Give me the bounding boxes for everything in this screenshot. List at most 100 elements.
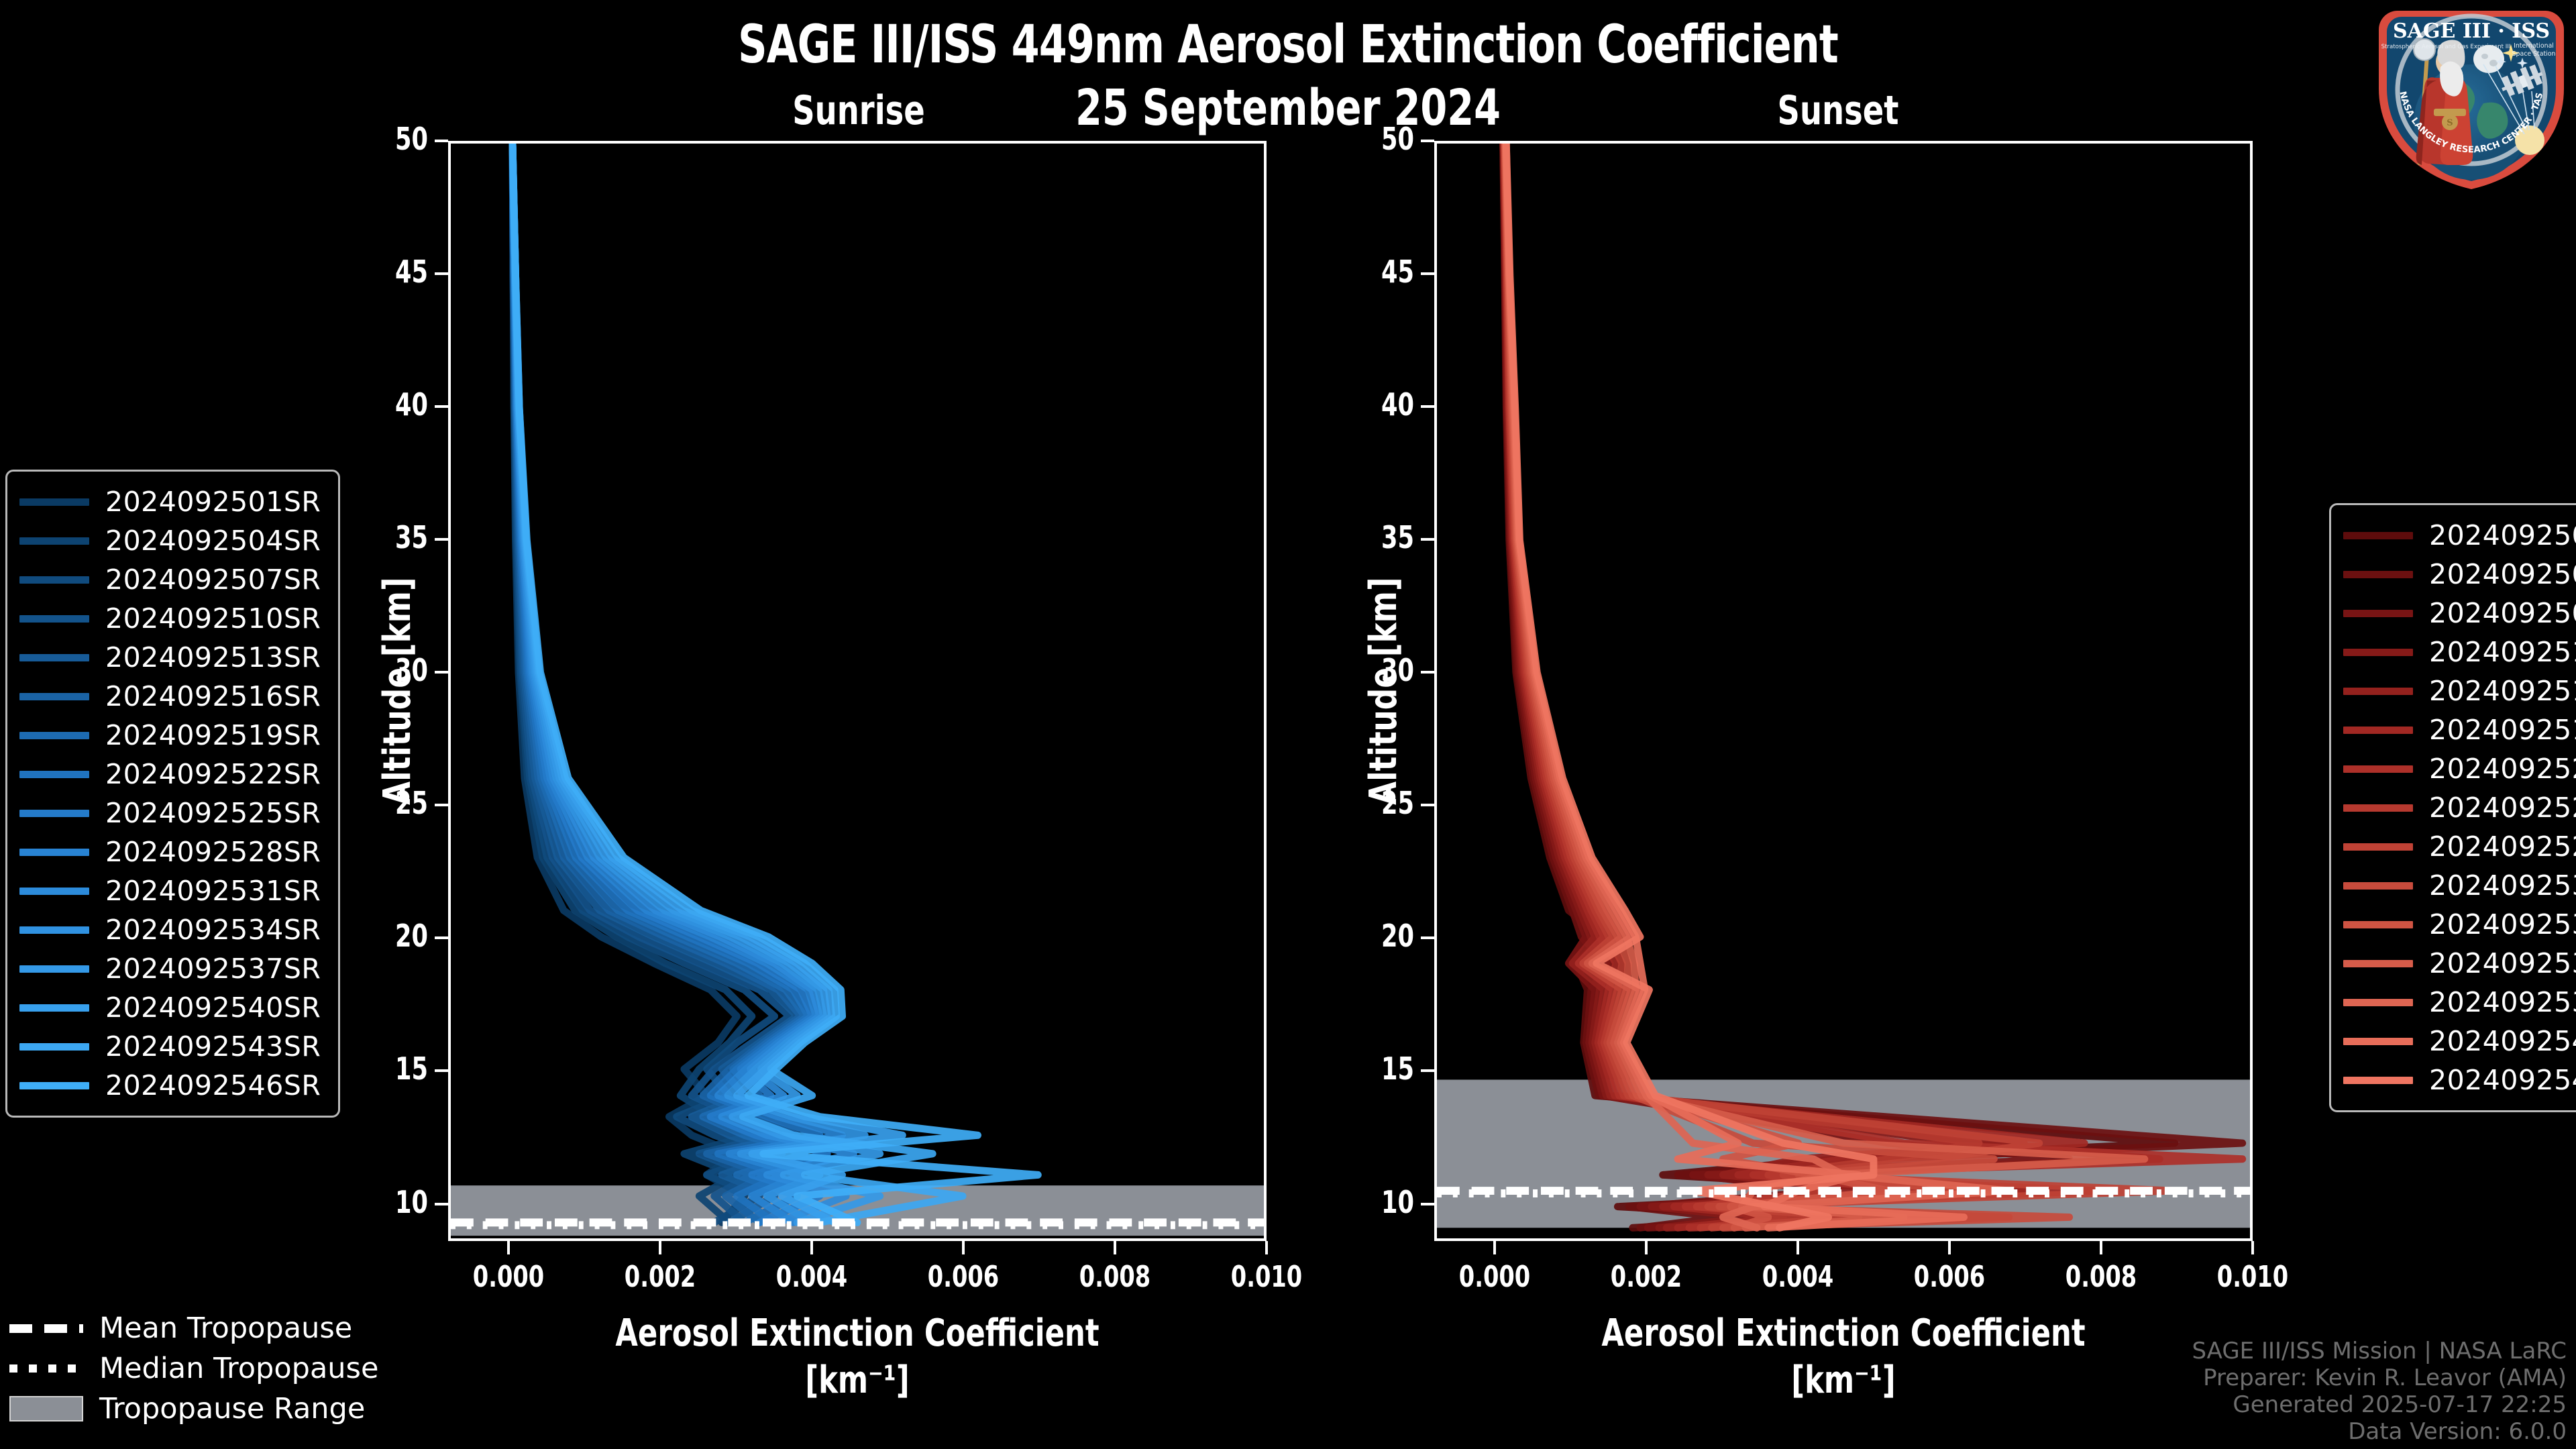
profile-line [1500, 144, 2028, 1232]
legend-item[interactable]: 2024092506SS [2343, 555, 2576, 594]
legend-series-label: 2024092510SR [105, 602, 321, 635]
sunrise-profile-curves [451, 144, 1264, 1236]
profile-line [508, 144, 1042, 1226]
legend-item[interactable]: 2024092540SR [19, 988, 321, 1027]
legend-series-label: 2024092546SR [105, 1069, 321, 1102]
y-tick-label: 35 [395, 519, 428, 556]
legend-item[interactable]: 2024092543SR [19, 1027, 321, 1066]
legend-item[interactable]: 2024092503SS [2343, 516, 2576, 555]
logo-subtitle-right-2: Space Station [2512, 50, 2556, 58]
legend-item[interactable]: 2024092531SR [19, 871, 321, 910]
sunrise-x-axis-title: Aerosol Extinction Coefficient [615, 1311, 1099, 1355]
legend-item[interactable]: 2024092530SS [2343, 866, 2576, 905]
legend-item[interactable]: 2024092528SR [19, 833, 321, 871]
legend-series-label: 2024092531SR [105, 875, 321, 907]
profile-line [1502, 144, 1968, 1232]
y-tick-mark [435, 936, 448, 940]
legend-item[interactable]: 2024092504SR [19, 521, 321, 560]
date-subtitle: 25 September 2024 [1075, 79, 1501, 137]
legend-color-swatch [19, 731, 89, 739]
footer-mission: SAGE III/ISS Mission | NASA LaRC [2192, 1338, 2567, 1364]
x-tick-label: 0.004 [1762, 1260, 1834, 1294]
profile-line [1502, 144, 1878, 1232]
x-tick-label: 0.010 [1230, 1260, 1303, 1294]
legend-color-swatch [19, 887, 89, 895]
legend-item[interactable]: 2024092536SS [2343, 944, 2576, 983]
sunrise-y-axis-title: Altitude [km] [376, 577, 419, 805]
legend-item[interactable]: 2024092510SR [19, 599, 321, 638]
sunset-profile-curves [1437, 144, 2250, 1232]
legend-item[interactable]: 2024092537SR [19, 949, 321, 988]
legend-series-label: 2024092530SS [2429, 869, 2576, 902]
y-tick-label: 20 [1381, 918, 1414, 955]
mean-tropopause-label: Mean Tropopause [99, 1311, 353, 1345]
legend-item[interactable]: 2024092513SR [19, 638, 321, 677]
x-tick-mark [962, 1241, 965, 1254]
legend-series-label: 2024092518SS [2429, 714, 2576, 746]
legend-item[interactable]: 2024092525SR [19, 794, 321, 833]
y-tick-label: 10 [1381, 1183, 1414, 1220]
legend-color-swatch [19, 926, 89, 934]
tropopause-range-label: Tropopause Range [99, 1392, 366, 1426]
legend-series-label: 2024092536SS [2429, 947, 2576, 979]
legend-color-swatch [19, 848, 89, 856]
legend-color-swatch [2343, 570, 2413, 578]
legend-series-label: 2024092522SR [105, 758, 321, 790]
legend-item[interactable]: 2024092527SS [2343, 827, 2576, 866]
y-tick-label: 15 [1381, 1051, 1414, 1087]
legend-item[interactable]: 2024092539SS [2343, 983, 2576, 1022]
legend-color-swatch [19, 653, 89, 661]
y-tick-mark [1421, 538, 1434, 541]
legend-color-swatch [2343, 648, 2413, 656]
legend-color-swatch [19, 614, 89, 623]
legend-item[interactable]: 2024092545SS [2343, 1061, 2576, 1099]
x-tick-label: 0.008 [1079, 1260, 1151, 1294]
legend-item[interactable]: 2024092522SR [19, 755, 321, 794]
y-tick-mark [1421, 140, 1434, 142]
y-tick-label: 25 [395, 785, 428, 822]
y-tick-mark [435, 1202, 448, 1205]
page-title: SAGE III/ISS 449nm Aerosol Extinction Co… [738, 15, 1839, 75]
legend-item[interactable]: 2024092509SS [2343, 594, 2576, 633]
legend-color-swatch [2343, 765, 2413, 773]
sunrise-series-legend[interactable]: 2024092501SR 2024092504SR 2024092507SR 2024… [5, 470, 341, 1118]
legend-item[interactable]: 2024092512SS [2343, 633, 2576, 672]
y-tick-mark [1421, 936, 1434, 940]
y-tick-mark [435, 1069, 448, 1073]
logo-subtitle-right-1: International [2514, 42, 2554, 50]
y-tick-mark [435, 671, 448, 674]
legend-item[interactable]: 2024092521SS [2343, 749, 2576, 788]
legend-item[interactable]: 2024092518SS [2343, 710, 2576, 749]
legend-series-label: 2024092515SS [2429, 675, 2576, 707]
legend-item[interactable]: 2024092507SR [19, 560, 321, 599]
legend-item[interactable]: 2024092501SR [19, 482, 321, 521]
x-tick-label: 0.002 [1611, 1260, 1682, 1294]
legend-color-swatch [19, 1004, 89, 1012]
legend-series-label: 2024092525SR [105, 797, 321, 829]
median-tropopause-label: Median Tropopause [99, 1352, 379, 1385]
legend-color-swatch [19, 1081, 89, 1089]
sunset-series-legend[interactable]: 2024092503SS 2024092506SS 2024092509SS 2024… [2329, 503, 2576, 1112]
x-tick-label: 0.000 [1459, 1260, 1531, 1294]
y-tick-label: 25 [1381, 785, 1414, 822]
legend-item[interactable]: 2024092519SR [19, 716, 321, 755]
legend-series-label: 2024092542SS [2429, 1025, 2576, 1057]
y-tick-label: 40 [1381, 386, 1414, 423]
legend-item[interactable]: 2024092524SS [2343, 788, 2576, 827]
legend-item[interactable]: 2024092515SS [2343, 672, 2576, 710]
legend-series-label: 2024092533SS [2429, 908, 2576, 941]
footer-credits: SAGE III/ISS Mission | NASA LaRC Prepare… [2192, 1338, 2567, 1445]
legend-color-swatch [19, 576, 89, 584]
legend-color-swatch [2343, 881, 2413, 890]
legend-series-label: 2024092503SS [2429, 519, 2576, 551]
y-tick-mark [435, 538, 448, 541]
y-tick-mark [1421, 804, 1434, 807]
legend-item[interactable]: 2024092542SS [2343, 1022, 2576, 1061]
legend-series-label: 2024092534SR [105, 914, 321, 946]
legend-item[interactable]: 2024092516SR [19, 677, 321, 716]
legend-color-swatch [2343, 959, 2413, 967]
legend-item[interactable]: 2024092546SR [19, 1066, 321, 1105]
legend-series-label: 2024092509SS [2429, 597, 2576, 629]
legend-item[interactable]: 2024092533SS [2343, 905, 2576, 944]
legend-item[interactable]: 2024092534SR [19, 910, 321, 949]
